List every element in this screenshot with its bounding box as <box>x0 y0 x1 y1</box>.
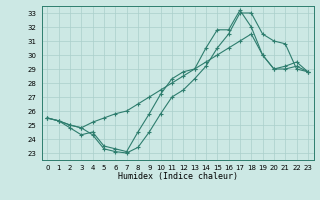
X-axis label: Humidex (Indice chaleur): Humidex (Indice chaleur) <box>118 172 237 181</box>
